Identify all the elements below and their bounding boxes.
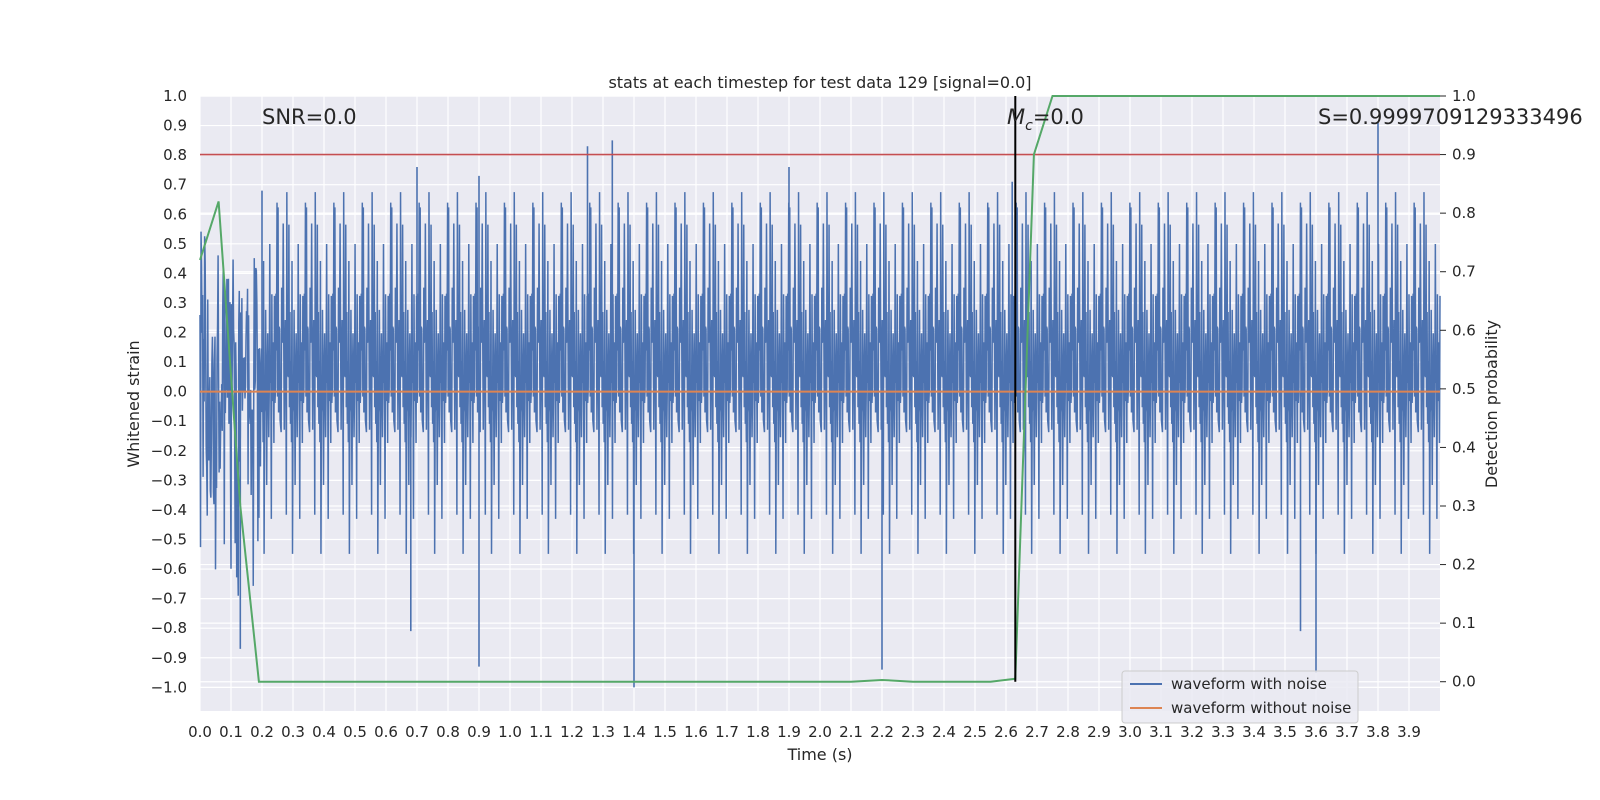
x-tick-label: 3.4 <box>1242 723 1266 741</box>
y-tick-label: −0.8 <box>151 619 187 637</box>
y2-tick-label: 0.5 <box>1452 380 1476 398</box>
x-tick-label: 2.8 <box>1056 723 1080 741</box>
x-tick-label: 0.7 <box>405 723 429 741</box>
y2-tick-labels: 1.0 0.9 0.8 0.7 0.6 0.5 0.4 0.3 0.2 0.1 0.0 <box>1440 87 1476 691</box>
detection-probability-line <box>199 95 1440 683</box>
series-lines <box>199 95 1440 683</box>
x-tick-label: 1.8 <box>746 723 770 741</box>
y2-tick-label: 0.0 <box>1452 673 1476 691</box>
y-tick-label: −0.6 <box>151 560 187 578</box>
y-tick-label: 0.0 <box>163 383 187 401</box>
y-tick-label: 0.7 <box>163 176 187 194</box>
x-tick-label: 3.6 <box>1304 723 1328 741</box>
y-tick-label: 0.5 <box>163 235 187 253</box>
y2-tick-label: 0.7 <box>1452 263 1476 281</box>
y-axis-label: Whitened strain <box>124 340 143 467</box>
annotation-s: S=0.9999709129333496 <box>1318 105 1583 129</box>
y2-tick-label: 0.4 <box>1452 438 1476 456</box>
x-tick-label: 2.5 <box>963 723 987 741</box>
x-tick-label: 2.2 <box>870 723 894 741</box>
x-tick-label: 0.0 <box>188 723 212 741</box>
x-tick-label: 0.3 <box>281 723 305 741</box>
x-tick-label: 2.4 <box>932 723 956 741</box>
x-tick-label: 0.5 <box>343 723 367 741</box>
x-tick-label: 0.4 <box>312 723 336 741</box>
y-tick-label: 0.1 <box>163 353 187 371</box>
x-tick-label: 0.6 <box>374 723 398 741</box>
y-tick-label: 0.6 <box>163 205 187 223</box>
y-tick-label: 0.9 <box>163 117 187 135</box>
y-tick-label: −0.5 <box>151 531 187 549</box>
y2-tick-label: 0.3 <box>1452 497 1476 515</box>
annotation-snr: SNR=0.0 <box>262 105 357 129</box>
annotation-mc: Mc=0.0 <box>1007 105 1084 134</box>
y2-tick-label: 0.8 <box>1452 204 1476 222</box>
x-tick-label: 2.0 <box>808 723 832 741</box>
x-tick-label: 3.8 <box>1366 723 1390 741</box>
legend-label-with-noise: waveform with noise <box>1171 675 1327 693</box>
y-tick-label: −0.1 <box>151 412 187 430</box>
x-tick-label: 0.8 <box>436 723 460 741</box>
x-tick-label: 2.3 <box>901 723 925 741</box>
x-tick-label: 3.7 <box>1335 723 1359 741</box>
x-tick-label: 0.2 <box>250 723 274 741</box>
y-tick-label: 0.3 <box>163 294 187 312</box>
y-tick-labels: 1.0 0.9 0.8 0.7 0.6 0.5 0.4 0.3 0.2 0.1 0.0 −0.1 −0.… <box>151 87 187 696</box>
x-tick-label: 2.9 <box>1087 723 1111 741</box>
x-tick-label: 0.1 <box>219 723 243 741</box>
x-tick-label: 3.5 <box>1273 723 1297 741</box>
x-tick-label: 3.2 <box>1180 723 1204 741</box>
x-tick-label: 1.9 <box>777 723 801 741</box>
x-axis-label: Time (s) <box>786 745 852 764</box>
y-tick-label: −0.7 <box>151 590 187 608</box>
y-tick-label: −0.3 <box>151 471 187 489</box>
x-tick-label: 3.1 <box>1149 723 1173 741</box>
annotation-mc-symbol: M <box>1007 105 1025 129</box>
x-tick-label: 0.9 <box>467 723 491 741</box>
x-tick-label: 1.4 <box>622 723 646 741</box>
x-tick-label: 2.7 <box>1025 723 1049 741</box>
y-tick-label: −0.9 <box>151 649 187 667</box>
x-tick-label: 1.7 <box>715 723 739 741</box>
x-tick-label: 1.3 <box>591 723 615 741</box>
legend-label-without-noise: waveform without noise <box>1171 699 1351 717</box>
annotation-mc-subscript: c <box>1025 118 1033 134</box>
y2-tick-label: 0.2 <box>1452 556 1476 574</box>
chart-title: stats at each timestep for test data 129… <box>608 73 1031 92</box>
x-tick-label: 2.1 <box>839 723 863 741</box>
y2-tick-label: 0.9 <box>1452 146 1476 164</box>
x-tick-label: 1.6 <box>684 723 708 741</box>
noise-trace <box>199 192 1441 596</box>
x-tick-label: 1.0 <box>498 723 522 741</box>
y-tick-label: 1.0 <box>163 87 187 105</box>
y2-tick-label: 0.6 <box>1452 321 1476 339</box>
y-tick-label: −1.0 <box>151 678 187 696</box>
y2-axis-label: Detection probability <box>1482 320 1501 488</box>
x-tick-label: 3.3 <box>1211 723 1235 741</box>
y2-tick-label: 0.1 <box>1452 614 1476 632</box>
x-tick-label: 1.2 <box>560 723 584 741</box>
annotation-mc-value: =0.0 <box>1033 105 1084 129</box>
series-waveform-with-noise <box>199 122 1441 688</box>
y-tick-label: 0.4 <box>163 264 187 282</box>
x-tick-label: 1.1 <box>529 723 553 741</box>
y-tick-label: −0.2 <box>151 442 187 460</box>
legend-box <box>1121 670 1359 724</box>
y2-tick-label: 1.0 <box>1452 87 1476 105</box>
y-tick-label: 0.8 <box>163 146 187 164</box>
x-tick-label: 3.9 <box>1397 723 1421 741</box>
y-tick-label: 0.2 <box>163 324 187 342</box>
x-tick-label: 2.6 <box>994 723 1018 741</box>
x-tick-label: 3.0 <box>1118 723 1142 741</box>
legend: waveform with noise waveform without noi… <box>1121 670 1359 724</box>
x-tick-labels: 0.0 0.1 0.2 0.3 0.4 0.5 0.6 0.7 0.8 0.9 1.0 1.1 1.2 1… <box>188 723 1421 741</box>
x-tick-label: 1.5 <box>653 723 677 741</box>
y-tick-label: −0.4 <box>151 501 187 519</box>
